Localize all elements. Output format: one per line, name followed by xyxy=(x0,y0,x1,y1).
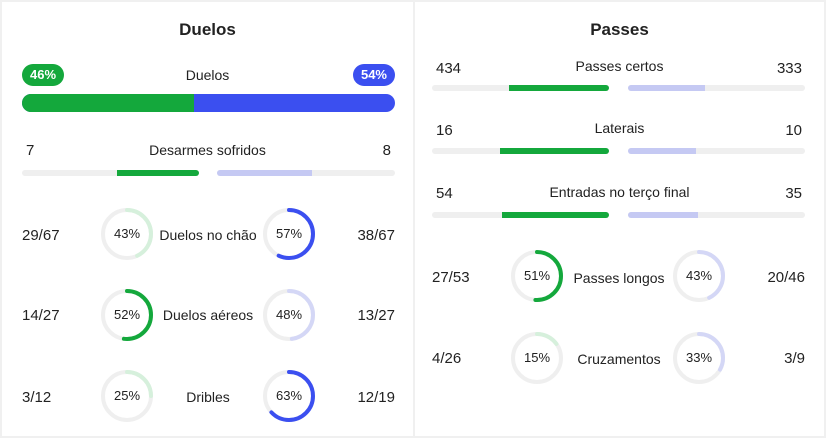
ring-svg xyxy=(101,289,153,341)
ring-away-pct: 63% xyxy=(275,388,303,403)
ring-home-pct: 52% xyxy=(113,307,141,322)
ring-row-label: Passes longos xyxy=(573,270,665,286)
ring-home-gauge: 43% xyxy=(99,206,155,262)
ring-svg xyxy=(263,289,315,341)
duelos-share-home-fill xyxy=(22,94,194,112)
ring-row-label: Duelos aéreos xyxy=(162,307,254,323)
ring-home-value: 14/27 xyxy=(22,307,60,324)
desarmes-home-fill xyxy=(116,170,199,176)
ring-row-label: Cruzamentos xyxy=(577,351,661,367)
ring-home-value: 27/53 xyxy=(432,269,470,286)
ring-svg xyxy=(511,332,563,384)
ring-away-gauge: 57% xyxy=(261,206,317,262)
ring-away-value: 20/46 xyxy=(767,269,805,286)
bar-row-label: Laterais xyxy=(594,120,645,136)
ring-arc xyxy=(511,332,563,384)
ring-home-pct: 51% xyxy=(523,268,551,283)
duelos-share-bar xyxy=(22,94,395,112)
bar-home-fill xyxy=(508,85,609,91)
ring-away-value: 3/9 xyxy=(784,350,805,367)
ring-svg xyxy=(101,208,153,260)
ring-arc xyxy=(511,250,563,302)
ring-arc xyxy=(101,370,153,422)
duelos-panel: Duelos 46% Duelos 54% 7 Desarmes sofrido… xyxy=(2,2,413,436)
bar-away-fill xyxy=(628,85,705,91)
ring-arc xyxy=(263,208,315,260)
desarmes-away-track xyxy=(217,170,395,176)
ring-away-pct: 43% xyxy=(685,268,713,283)
ring-away-gauge: 48% xyxy=(261,287,317,343)
ring-away-value: 12/19 xyxy=(357,389,395,406)
ring-arc xyxy=(263,370,315,422)
desarmes-label: Desarmes sofridos xyxy=(149,142,266,158)
bar-home-value: 54 xyxy=(436,185,453,202)
passes-panel: Passes 434 Passes certos 333 16 Laterais… xyxy=(415,2,824,436)
ring-svg xyxy=(673,332,725,384)
ring-home-gauge: 52% xyxy=(99,287,155,343)
ring-away-value: 38/67 xyxy=(357,227,395,244)
bar-away-track xyxy=(628,148,805,154)
ring-arc xyxy=(673,332,725,384)
ring-home-value: 4/26 xyxy=(432,350,462,367)
bar-away-fill xyxy=(628,212,698,218)
ring-home-gauge: 25% xyxy=(99,368,155,424)
desarmes-home-track xyxy=(22,170,199,176)
duelos-away-pct-badge: 54% xyxy=(352,64,395,86)
ring-arc xyxy=(101,208,153,260)
ring-home-pct: 25% xyxy=(113,388,141,403)
desarmes-away-fill xyxy=(217,170,312,176)
bar-away-track xyxy=(628,212,805,218)
ring-svg xyxy=(511,250,563,302)
ring-home-pct: 15% xyxy=(523,350,551,365)
ring-row-label: Duelos no chão xyxy=(159,227,257,243)
ring-home-pct: 43% xyxy=(113,226,141,241)
ring-home-value: 29/67 xyxy=(22,227,60,244)
bar-home-fill xyxy=(501,212,609,218)
ring-away-pct: 33% xyxy=(685,350,713,365)
ring-arc xyxy=(263,289,315,341)
bar-home-value: 434 xyxy=(436,60,462,77)
bar-home-track xyxy=(432,85,609,91)
ring-away-pct: 48% xyxy=(275,307,303,322)
ring-home-gauge: 51% xyxy=(509,248,565,304)
ring-away-gauge: 33% xyxy=(671,330,727,386)
ring-arc xyxy=(673,250,725,302)
bar-home-value: 16 xyxy=(436,122,453,139)
bar-home-fill xyxy=(500,148,609,154)
passes-title: Passes xyxy=(590,20,649,39)
ring-svg xyxy=(263,208,315,260)
bar-away-track xyxy=(628,85,805,91)
ring-row-label: Dribles xyxy=(186,389,230,405)
bar-away-value: 10 xyxy=(785,122,802,139)
duelos-main-label: Duelos xyxy=(185,67,230,83)
ring-svg xyxy=(673,250,725,302)
ring-svg xyxy=(263,370,315,422)
ring-away-gauge: 43% xyxy=(671,248,727,304)
bar-away-fill xyxy=(628,148,697,154)
ring-away-pct: 57% xyxy=(275,226,303,241)
ring-svg xyxy=(101,370,153,422)
bar-row-label: Entradas no terço final xyxy=(549,184,690,200)
duelos-home-pct-badge: 46% xyxy=(22,64,65,86)
ring-away-gauge: 63% xyxy=(261,368,317,424)
ring-home-gauge: 15% xyxy=(509,330,565,386)
duelos-title: Duelos xyxy=(179,20,236,39)
desarmes-home-value: 7 xyxy=(26,142,35,159)
bar-row-label: Passes certos xyxy=(575,58,664,74)
ring-home-value: 3/12 xyxy=(22,389,52,406)
desarmes-away-value: 8 xyxy=(382,142,391,159)
bar-away-value: 35 xyxy=(785,185,802,202)
ring-away-value: 13/27 xyxy=(357,307,395,324)
bar-away-value: 333 xyxy=(776,60,802,77)
bar-home-track xyxy=(432,148,609,154)
ring-arc xyxy=(101,289,153,341)
bar-home-track xyxy=(432,212,609,218)
